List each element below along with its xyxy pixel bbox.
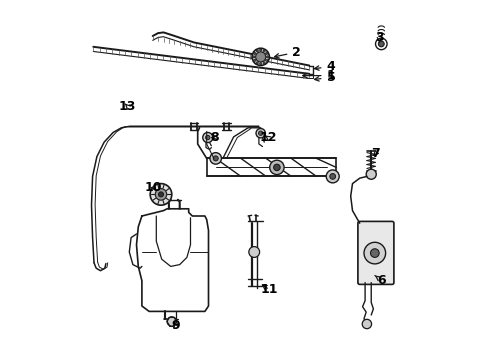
FancyBboxPatch shape xyxy=(357,221,393,284)
Text: 6: 6 xyxy=(374,274,386,287)
Text: 2: 2 xyxy=(274,46,301,59)
Text: 12: 12 xyxy=(259,131,276,144)
Text: 3: 3 xyxy=(374,31,383,44)
Circle shape xyxy=(329,174,335,179)
Text: 9: 9 xyxy=(171,319,179,332)
Circle shape xyxy=(265,59,267,61)
Text: 11: 11 xyxy=(261,283,278,296)
Circle shape xyxy=(265,53,267,55)
Circle shape xyxy=(158,192,163,197)
Circle shape xyxy=(248,247,259,257)
Circle shape xyxy=(252,56,254,58)
Circle shape xyxy=(213,156,218,161)
Circle shape xyxy=(273,164,280,171)
Circle shape xyxy=(263,62,264,64)
Circle shape xyxy=(251,48,269,66)
Circle shape xyxy=(378,41,384,47)
Circle shape xyxy=(259,63,261,65)
Circle shape xyxy=(256,50,258,52)
Circle shape xyxy=(253,53,255,55)
Circle shape xyxy=(150,184,171,205)
Circle shape xyxy=(155,189,166,200)
Circle shape xyxy=(258,131,263,135)
Circle shape xyxy=(325,170,339,183)
Circle shape xyxy=(263,50,264,52)
Circle shape xyxy=(209,153,221,164)
Text: 5: 5 xyxy=(314,71,335,84)
Text: 8: 8 xyxy=(210,131,219,144)
Circle shape xyxy=(203,132,212,143)
Text: 4: 4 xyxy=(314,60,335,73)
Circle shape xyxy=(259,49,261,51)
Circle shape xyxy=(370,249,378,257)
Circle shape xyxy=(253,59,255,61)
Circle shape xyxy=(269,160,284,175)
Text: 10: 10 xyxy=(145,181,162,194)
Circle shape xyxy=(362,319,371,329)
Circle shape xyxy=(266,56,268,58)
Text: 7: 7 xyxy=(371,147,380,159)
Circle shape xyxy=(255,52,265,62)
Circle shape xyxy=(256,62,258,64)
Circle shape xyxy=(256,129,265,138)
Text: 1: 1 xyxy=(302,69,335,82)
Circle shape xyxy=(205,135,209,140)
Circle shape xyxy=(167,317,176,326)
Text: 13: 13 xyxy=(119,100,136,113)
Circle shape xyxy=(363,242,385,264)
Circle shape xyxy=(366,169,375,179)
